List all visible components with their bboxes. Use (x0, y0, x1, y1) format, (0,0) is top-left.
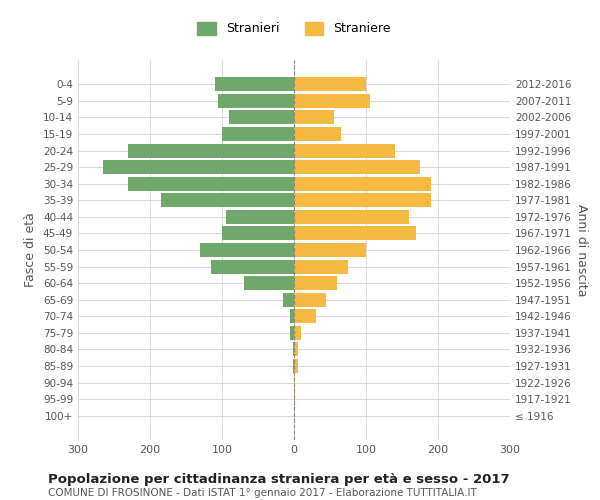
Bar (294, 194, 431, 207)
Bar (294, 110, 334, 124)
Bar (294, 309, 316, 324)
Bar (211, 260, 294, 274)
Bar (294, 326, 301, 340)
Bar (229, 110, 294, 124)
Bar (294, 176, 431, 191)
Bar (290, 326, 294, 340)
Y-axis label: Anni di nascita: Anni di nascita (575, 204, 588, 296)
Bar (290, 309, 294, 324)
Bar (283, 292, 294, 306)
Bar (200, 243, 294, 257)
Bar (294, 376, 295, 390)
Bar (161, 194, 294, 207)
Bar (294, 210, 409, 224)
Y-axis label: Fasce di età: Fasce di età (25, 212, 37, 288)
Bar (294, 292, 326, 306)
Bar (294, 260, 348, 274)
Legend: Stranieri, Straniere: Stranieri, Straniere (192, 17, 396, 40)
Bar (293, 359, 294, 373)
Bar (294, 392, 295, 406)
Bar (128, 176, 294, 191)
Bar (294, 243, 366, 257)
Bar (222, 226, 294, 240)
Bar (226, 210, 294, 224)
Bar (293, 342, 294, 356)
Bar (218, 94, 294, 108)
Bar (294, 359, 298, 373)
Text: COMUNE DI FROSINONE - Dati ISTAT 1° gennaio 2017 - Elaborazione TUTTITALIA.IT: COMUNE DI FROSINONE - Dati ISTAT 1° genn… (48, 488, 477, 498)
Bar (294, 342, 298, 356)
Text: Popolazione per cittadinanza straniera per età e sesso - 2017: Popolazione per cittadinanza straniera p… (48, 472, 509, 486)
Bar (294, 276, 337, 290)
Bar (128, 144, 294, 158)
Bar (244, 276, 294, 290)
Bar (222, 127, 294, 141)
Bar (294, 226, 416, 240)
Bar (294, 94, 370, 108)
Bar (294, 160, 420, 174)
Bar (294, 78, 366, 92)
Bar (215, 78, 294, 92)
Bar (294, 144, 395, 158)
Bar (294, 127, 341, 141)
Bar (103, 160, 294, 174)
